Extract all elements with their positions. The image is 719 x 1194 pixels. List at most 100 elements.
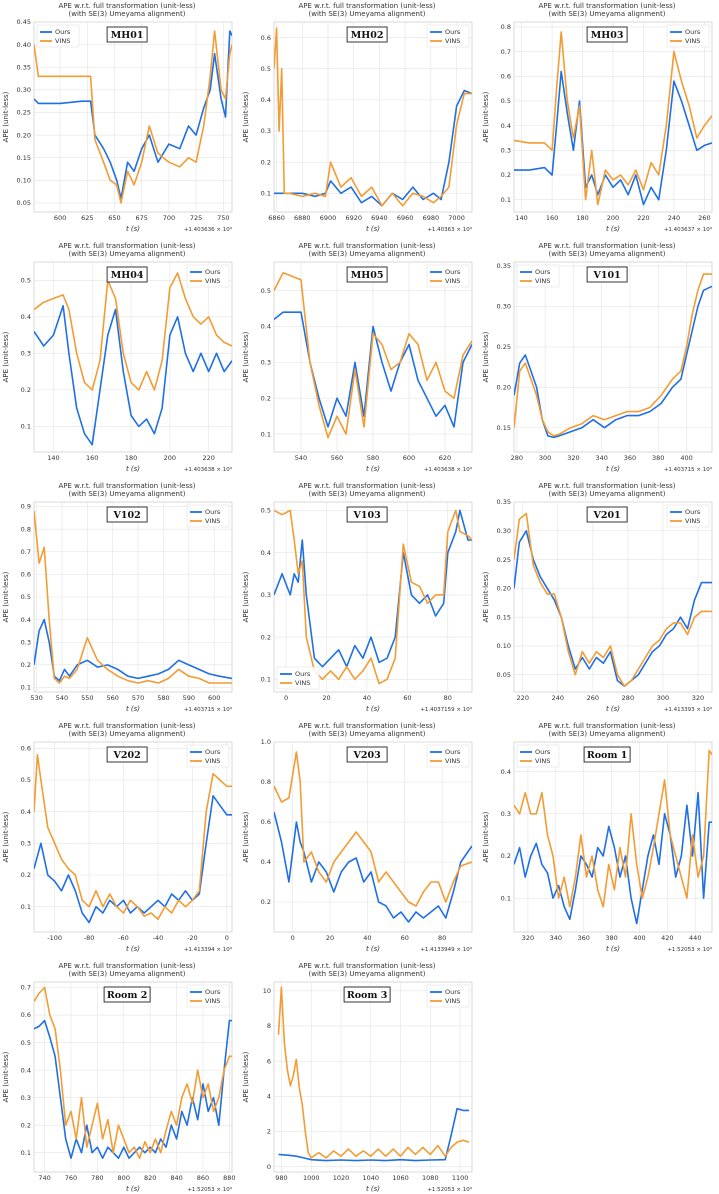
series-line-vins [34, 510, 232, 684]
x-tick-label: 620 [439, 454, 451, 462]
chart-panel-mh02: APE w.r.t. full transformation (unit-les… [242, 2, 473, 233]
chart-subtitle: (with SE(3) Umeyama alignment) [69, 250, 186, 258]
y-tick-label: 0.1 [261, 430, 271, 438]
y-tick-label: 0.5 [261, 287, 271, 295]
y-tick-label: 0.5 [21, 276, 31, 284]
x-tick-label: 300 [657, 694, 669, 702]
y-tick-label: 0.35 [497, 262, 511, 270]
y-tick-label: 0.1 [21, 1149, 31, 1157]
chart-subtitle: (with SE(3) Umeyama alignment) [549, 490, 666, 498]
y-tick-label: 0.6 [21, 1011, 31, 1019]
y-axis-label: APE (unit-less) [2, 571, 10, 622]
x-tick-label: 1040 [362, 1174, 379, 1182]
y-axis-label: APE (unit-less) [482, 91, 490, 142]
x-tick-label: 740 [38, 1174, 50, 1182]
series-line-vins [274, 271, 472, 439]
x-tick-label: 380 [605, 934, 617, 942]
y-axis-label: APE (unit-less) [482, 811, 490, 862]
x-tick-label: 530 [30, 694, 42, 702]
legend-label-vins: VINS [295, 679, 310, 687]
x-tick-label: 1020 [333, 1174, 350, 1182]
x-tick-label: 360 [624, 454, 636, 462]
y-tick-label: 0.2 [501, 171, 511, 179]
series-line-vins [514, 31, 712, 206]
y-tick-label: 0.5 [21, 1039, 31, 1047]
y-tick-label: 0.8 [501, 23, 511, 31]
x-axis-label: t (s) [126, 945, 140, 953]
y-tick-label: 0.4 [21, 1066, 31, 1074]
y-tick-label: 0.9 [21, 503, 31, 511]
x-offset-label: +1.40363 × 10⁹ [427, 226, 472, 233]
y-tick-label: 0.20 [497, 585, 511, 593]
x-tick-label: 80 [444, 694, 452, 702]
x-tick-label: 20 [322, 694, 330, 702]
y-tick-label: 0.30 [497, 527, 511, 535]
x-offset-label: +1.52053 × 10⁹ [187, 1186, 232, 1193]
x-axis-label: t (s) [606, 945, 620, 953]
x-offset-label: +1.4037159 × 10⁹ [420, 706, 472, 713]
x-tick-label: 6900 [320, 214, 337, 222]
chart-panel-v203: APE w.r.t. full transformation (unit-les… [242, 722, 473, 953]
x-offset-label: +1.403715 × 10⁹ [184, 706, 232, 713]
y-tick-label: 0.7 [21, 984, 31, 992]
y-tick-label: 0.10 [17, 177, 31, 185]
x-tick-label: 7000 [448, 214, 465, 222]
x-tick-label: 180 [125, 454, 137, 462]
x-axis-label: t (s) [606, 465, 620, 473]
y-tick-label: 0.3 [501, 147, 511, 155]
chart-title: APE w.r.t. full transformation (unit-les… [539, 242, 676, 250]
sequence-label-box [346, 506, 388, 523]
legend-label-ours: Ours [55, 28, 71, 36]
series-line-ours [514, 70, 712, 206]
x-tick-label: 650 [108, 214, 120, 222]
x-axis-label: t (s) [366, 945, 380, 953]
series-line-vins [274, 509, 472, 685]
y-tick-label: 0.2 [261, 633, 271, 641]
chart-subtitle: (with SE(3) Umeyama alignment) [309, 490, 426, 498]
legend-label-vins: VINS [685, 517, 700, 525]
x-tick-label: 760 [65, 1174, 77, 1182]
y-tick-label: 0.40 [17, 41, 31, 49]
y-tick-label: 0.3 [21, 350, 31, 358]
series-line-ours [514, 285, 712, 439]
legend-label-vins: VINS [445, 37, 460, 45]
x-tick-label: 320 [692, 694, 704, 702]
y-tick-label: 0.3 [21, 1094, 31, 1102]
x-tick-label: 780 [91, 1174, 103, 1182]
y-tick-label: 0.5 [501, 97, 511, 105]
x-offset-label: +1.413393 × 10⁹ [664, 706, 712, 713]
sequence-label: MH04 [111, 270, 144, 281]
chart-subtitle: (with SE(3) Umeyama alignment) [69, 10, 186, 18]
x-offset-label: +1.413394 × 10⁹ [184, 946, 232, 953]
legend-label-ours: Ours [295, 670, 311, 678]
y-tick-label: 0.3 [21, 840, 31, 848]
chart-title: APE w.r.t. full transformation (unit-les… [59, 482, 196, 490]
x-tick-label: 260 [698, 214, 710, 222]
plot-area [273, 741, 473, 933]
legend-label-ours: Ours [445, 268, 461, 276]
y-tick-label: 0.10 [497, 642, 511, 650]
y-tick-label: 0.5 [21, 776, 31, 784]
y-tick-label: 2 [267, 1128, 271, 1136]
x-offset-label: +1.403638 × 10⁹ [184, 466, 232, 473]
series-line-vins [277, 986, 470, 1159]
x-offset-label: +1.52053 × 10⁹ [667, 946, 712, 953]
x-tick-label: 220 [202, 454, 214, 462]
sequence-label-box [106, 746, 148, 763]
chart-title: APE w.r.t. full transformation (unit-les… [299, 242, 436, 250]
chart-title: APE w.r.t. full transformation (unit-les… [299, 722, 436, 730]
x-tick-label: 570 [132, 694, 144, 702]
sequence-label-box [586, 506, 628, 523]
legend-label-ours: Ours [205, 268, 221, 276]
y-tick-label: 0.3 [501, 810, 511, 818]
chart-subtitle: (with SE(3) Umeyama alignment) [309, 970, 426, 978]
legend-label-ours: Ours [205, 988, 221, 996]
legend-label-vins: VINS [535, 757, 550, 765]
chart-subtitle: (with SE(3) Umeyama alignment) [549, 10, 666, 18]
x-tick-label: 725 [190, 214, 202, 222]
x-offset-label: +1.52053 × 10⁹ [427, 1186, 472, 1193]
